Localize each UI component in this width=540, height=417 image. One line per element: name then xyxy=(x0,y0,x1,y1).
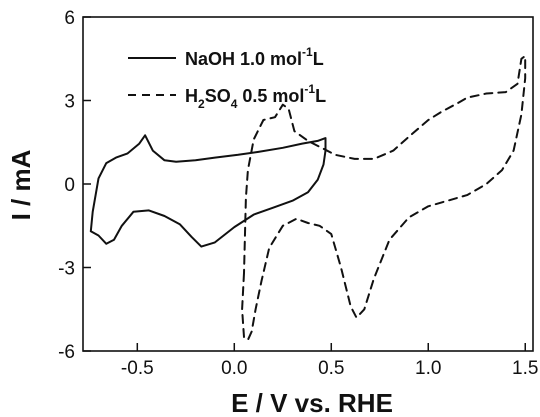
legend-h2so4-tail: L xyxy=(315,86,326,106)
y-tick-label: -3 xyxy=(58,259,75,280)
x-tick-label: 1.0 xyxy=(415,358,441,379)
legend-h2so4-conc: 0.5 mol xyxy=(237,86,304,106)
legend: NaOH 1.0 mol-1L H2SO4 0.5 mol-1L xyxy=(128,45,326,111)
legend-label-h2so4: H2SO4 0.5 mol-1L xyxy=(185,82,326,111)
legend-h2so4-so: SO xyxy=(205,86,231,106)
legend-label-naoh: NaOH 1.0 mol-1L xyxy=(185,45,324,69)
x-tick-label: -0.5 xyxy=(121,358,154,379)
legend-naoh-sup: -1 xyxy=(302,45,313,59)
legend-h2so4-sub1: 2 xyxy=(198,97,205,111)
y-tick-label: 0 xyxy=(64,175,75,196)
x-tick-label: 0.5 xyxy=(318,358,344,379)
plot-frame xyxy=(82,16,534,352)
series-h2so4-line xyxy=(241,55,527,341)
series-naoh-line xyxy=(89,134,327,248)
y-axis-title: I / mA xyxy=(6,149,36,220)
legend-h2so4-sup: -1 xyxy=(304,82,315,96)
legend-naoh-main: NaOH 1.0 mol xyxy=(185,49,302,69)
axis-ticks xyxy=(83,16,526,352)
y-tick-label: 6 xyxy=(64,8,75,29)
legend-h2so4-h: H xyxy=(185,86,198,106)
y-tick-label: 3 xyxy=(64,92,75,113)
plot-lines xyxy=(89,55,527,341)
x-tick-label: 1.5 xyxy=(512,358,538,379)
x-axis-title: E / V vs. RHE xyxy=(231,388,393,417)
y-tick-label: -6 xyxy=(58,342,75,363)
legend-h2so4-sub2: 4 xyxy=(231,97,238,111)
x-tick-label: 0.0 xyxy=(221,358,247,379)
legend-naoh-tail: L xyxy=(313,49,324,69)
axis-tick-labels: -0.5 0.0 0.5 1.0 1.5 -6 -3 0 3 6 xyxy=(58,8,538,379)
